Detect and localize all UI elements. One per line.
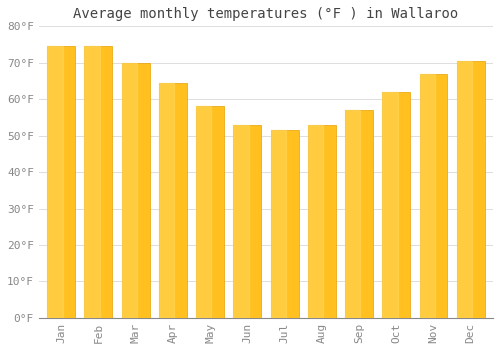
Bar [457,61,472,318]
Bar [420,74,435,318]
Bar [196,106,212,318]
Bar [345,110,373,318]
Bar [308,125,323,318]
Bar [234,125,262,318]
Bar [84,46,100,318]
Bar [345,110,360,318]
Bar [382,92,410,318]
Bar [420,74,448,318]
Bar [308,125,336,318]
Bar [382,92,398,318]
Title: Average monthly temperatures (°F ) in Wallaroo: Average monthly temperatures (°F ) in Wa… [74,7,458,21]
Bar [159,83,174,318]
Bar [47,46,62,318]
Bar [457,61,484,318]
Bar [196,106,224,318]
Bar [159,83,187,318]
Bar [270,130,286,318]
Bar [122,63,150,318]
Bar [84,46,112,318]
Bar [270,130,298,318]
Bar [122,63,137,318]
Bar [47,46,75,318]
Bar [234,125,248,318]
